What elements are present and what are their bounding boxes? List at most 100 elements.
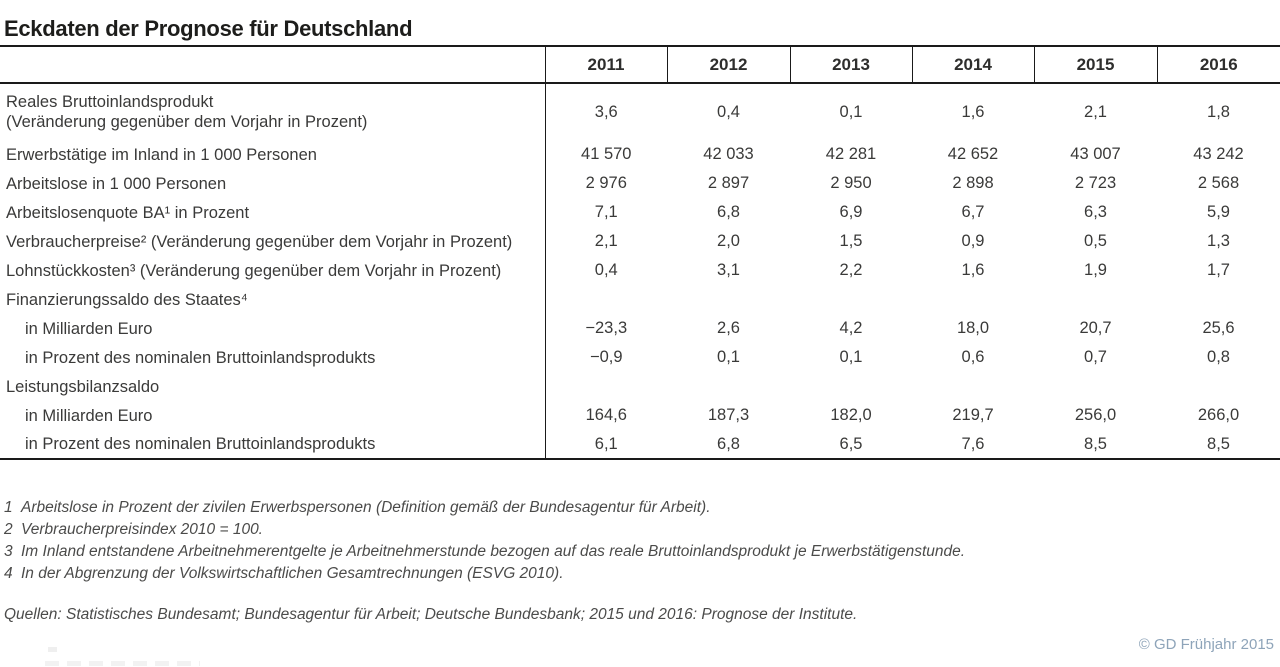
cell-value: 0,9 bbox=[961, 232, 985, 250]
footnotes: 1 Arbeitslose in Prozent der zivilen Erwe… bbox=[4, 497, 1154, 585]
cell-value: 2,6 bbox=[717, 319, 740, 337]
row-label: Arbeitslose in 1 000 Personen bbox=[6, 174, 227, 193]
cell-value: 1,6 bbox=[961, 261, 985, 279]
cell-value: 0,8 bbox=[1207, 348, 1230, 366]
copyright-credit: © GD Frühjahr 2015 bbox=[1138, 636, 1274, 653]
cell-value: 3,6 bbox=[544, 83, 667, 140]
footnote-3: 3 Im Inland entstandene Arbeitnehmerentge… bbox=[4, 541, 1154, 563]
table-row-consumer-prices: Verbraucherpreise² (Veränderung gegenübe… bbox=[0, 227, 1280, 256]
cell-value: 6,9 bbox=[839, 203, 863, 221]
cell-value: 1,5 bbox=[839, 232, 863, 250]
cell-value bbox=[544, 372, 667, 401]
cell-value: 2 568 bbox=[1197, 174, 1240, 192]
cell-value: 42 281 bbox=[825, 145, 877, 163]
cell-value: 6,7 bbox=[961, 203, 985, 221]
page-title: Eckdaten der Prognose für Deutschland bbox=[4, 15, 413, 41]
table-row-unit-labour-costs: Lohnstückkosten³ (Veränderung gegenüber … bbox=[0, 256, 1280, 285]
row-label: Reales Bruttoinlandsprodukt (Veränderung… bbox=[6, 93, 368, 131]
cell-value: 0,7 bbox=[1084, 348, 1107, 366]
cell-value: 6,5 bbox=[839, 434, 863, 453]
cell-value: 2 950 bbox=[830, 174, 872, 192]
footnote-text: Verbraucherpreisindex 2010 = 100. bbox=[21, 521, 263, 538]
cell-value: 6,1 bbox=[544, 430, 667, 459]
row-label: in Prozent des nominalen Bruttoinlandspr… bbox=[25, 348, 376, 367]
cutoff-content-fragment bbox=[45, 661, 200, 666]
cell-value: 6,3 bbox=[1084, 203, 1107, 221]
cell-value: 6,8 bbox=[717, 203, 740, 221]
forecast-table: 2011 2012 2013 2014 2015 2016 Reales Bru… bbox=[0, 45, 1280, 460]
cell-value bbox=[667, 372, 790, 401]
year-column-header: 2015 bbox=[1033, 46, 1157, 83]
cell-value: 0,1 bbox=[717, 348, 740, 366]
row-label: in Milliarden Euro bbox=[25, 319, 153, 338]
row-label: Arbeitslosenquote BA¹ in Prozent bbox=[6, 203, 250, 222]
cell-value: 43 007 bbox=[1070, 145, 1121, 163]
footnote-text: Arbeitslose in Prozent der zivilen Erwer… bbox=[21, 499, 711, 516]
table-row-government-balance-eur: in Milliarden Euro −23,3 2,6 4,2 18,0 20… bbox=[0, 314, 1280, 343]
footnote-4: 4 In der Abgrenzung der Volkswirtschaftli… bbox=[4, 563, 1154, 585]
footnote-text: In der Abgrenzung der Volkswirtschaftlic… bbox=[21, 565, 564, 582]
table-row-real-gdp: Reales Bruttoinlandsprodukt (Veränderung… bbox=[0, 83, 1280, 140]
table-header: 2011 2012 2013 2014 2015 2016 bbox=[0, 46, 1280, 83]
cell-value bbox=[912, 285, 1034, 314]
cell-value: 3,1 bbox=[717, 261, 740, 279]
cutoff-content-fragment bbox=[48, 647, 57, 652]
cell-value bbox=[912, 372, 1034, 401]
cell-value: 5,9 bbox=[1207, 203, 1230, 221]
table-row-current-account-header: Leistungsbilanzsaldo bbox=[0, 372, 1280, 401]
footnote-text: Im Inland entstandene Arbeitnehmerentgel… bbox=[21, 543, 966, 560]
cell-value: 8,5 bbox=[1084, 434, 1107, 453]
row-label: in Milliarden Euro bbox=[25, 406, 153, 425]
cell-value: 42 033 bbox=[703, 145, 754, 163]
cell-value: 7,6 bbox=[961, 434, 985, 453]
cell-value: −0,9 bbox=[544, 343, 667, 372]
cell-value: 2,2 bbox=[839, 261, 863, 279]
table-row-current-account-pct: in Prozent des nominalen Bruttoinlandspr… bbox=[0, 430, 1280, 459]
cell-value: 1,7 bbox=[1207, 261, 1230, 279]
cell-value: 6,8 bbox=[717, 434, 740, 453]
cell-value: 1,6 bbox=[961, 102, 985, 121]
year-column-header: 2013 bbox=[789, 46, 912, 83]
cell-value: 2,0 bbox=[717, 232, 740, 250]
cell-value: 2,1 bbox=[1084, 102, 1107, 121]
table-row-current-account-eur: in Milliarden Euro 164,6 187,3 182,0 219… bbox=[0, 401, 1280, 430]
cell-value bbox=[667, 285, 790, 314]
cell-value: 8,5 bbox=[1207, 434, 1230, 453]
cell-value bbox=[790, 285, 912, 314]
year-column-header: 2011 bbox=[544, 46, 667, 83]
cell-value: 2 723 bbox=[1074, 174, 1117, 192]
row-label: Leistungsbilanzsaldo bbox=[6, 377, 160, 396]
cell-value: 0,5 bbox=[1084, 232, 1107, 250]
table-row-unemployed: Arbeitslose in 1 000 Personen 2 976 2 89… bbox=[0, 169, 1280, 198]
cell-value: 182,0 bbox=[830, 406, 872, 424]
cell-value: 256,0 bbox=[1074, 406, 1117, 424]
cell-value: 7,1 bbox=[544, 198, 667, 227]
footnote-2: 2 Verbraucherpreisindex 2010 = 100. bbox=[4, 519, 1154, 541]
cell-value bbox=[790, 372, 912, 401]
cell-value: 2 976 bbox=[544, 169, 667, 198]
cell-value: 2,1 bbox=[544, 227, 667, 256]
cell-value: −23,3 bbox=[544, 314, 667, 343]
footnote-1: 1 Arbeitslose in Prozent der zivilen Erwe… bbox=[4, 497, 1154, 519]
footnote-number: 3 bbox=[4, 543, 13, 560]
cell-value: 2 898 bbox=[952, 174, 994, 192]
cell-value: 1,8 bbox=[1207, 102, 1230, 121]
year-column-header: 2012 bbox=[666, 46, 790, 83]
cell-value bbox=[1034, 372, 1157, 401]
cell-value: 20,7 bbox=[1079, 319, 1112, 337]
table-row-government-balance-pct: in Prozent des nominalen Bruttoinlandspr… bbox=[0, 343, 1280, 372]
cell-value: 164,6 bbox=[544, 401, 667, 430]
footnote-number: 2 bbox=[4, 521, 13, 538]
cell-value: 41 570 bbox=[544, 140, 667, 169]
corner-cell bbox=[0, 46, 545, 83]
cell-value: 187,3 bbox=[707, 406, 750, 424]
cell-value bbox=[1034, 285, 1157, 314]
row-label: Verbraucherpreise² (Veränderung gegenübe… bbox=[6, 232, 513, 251]
cell-value bbox=[1157, 372, 1280, 401]
cell-value: 266,0 bbox=[1197, 406, 1240, 424]
table-row-employment: Erwerbstätige im Inland in 1 000 Persone… bbox=[0, 140, 1280, 169]
cell-value: 219,7 bbox=[952, 406, 994, 424]
cell-value: 0,1 bbox=[839, 102, 863, 121]
cell-value: 0,4 bbox=[544, 256, 667, 285]
